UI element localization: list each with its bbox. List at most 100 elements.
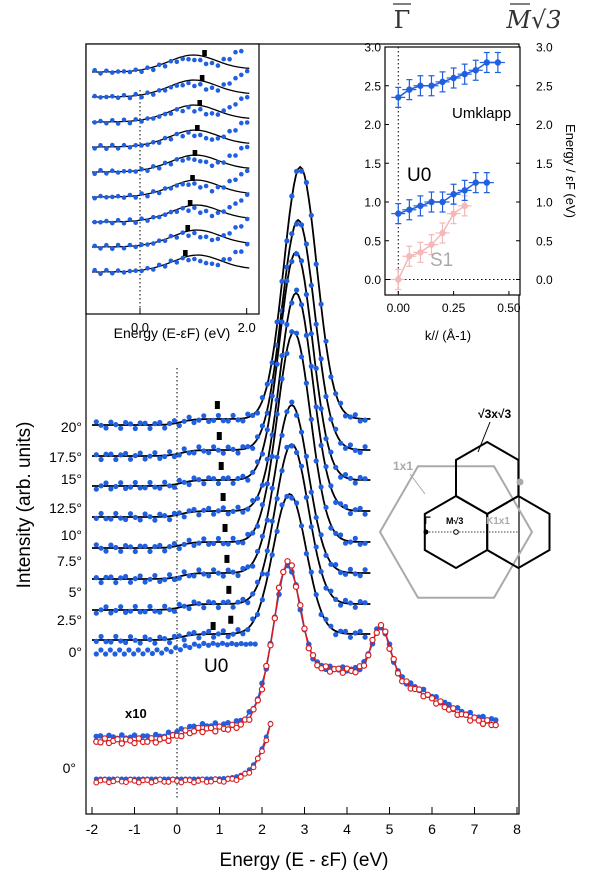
- u0-point: [472, 179, 479, 186]
- data-point: [142, 456, 148, 462]
- data-point: [240, 540, 246, 546]
- data-point: [123, 485, 129, 492]
- x-tick-label: 6: [428, 821, 436, 837]
- inset-data-point: [221, 108, 226, 113]
- brillouin-zone-inset: [378, 421, 551, 599]
- disp-y-tick-label: 3.0: [364, 41, 381, 55]
- data-point: [211, 444, 217, 450]
- data-point: [196, 643, 202, 649]
- data-point: [131, 739, 138, 747]
- data-point: [142, 485, 148, 491]
- data-point: [289, 495, 295, 501]
- data-point: [230, 569, 236, 575]
- inset-data-point: [192, 83, 197, 89]
- data-point: [157, 455, 163, 461]
- inset-data-point: [227, 178, 232, 184]
- data-point: [191, 450, 197, 456]
- inset-data-point: [198, 159, 203, 164]
- data-point: [211, 600, 217, 606]
- inset-data-point: [244, 216, 250, 222]
- inset-data-point: [98, 118, 103, 124]
- data-point: [152, 450, 158, 456]
- data-point: [93, 638, 99, 645]
- data-point: [142, 609, 148, 615]
- data-point: [118, 452, 124, 458]
- data-point: [132, 514, 138, 521]
- inset-data-point: [110, 118, 115, 123]
- data-point: [246, 716, 253, 723]
- data-point: [373, 629, 380, 637]
- inset-data-point: [198, 82, 203, 87]
- data-point: [98, 456, 104, 463]
- data-point: [323, 464, 329, 470]
- data-point: [288, 562, 295, 569]
- data-point: [123, 573, 129, 580]
- inset-data-point: [221, 185, 226, 190]
- data-point: [176, 510, 182, 516]
- data-point: [233, 777, 240, 784]
- data-point: [269, 453, 275, 459]
- inset-data-point: [227, 231, 232, 236]
- data-point: [347, 414, 353, 420]
- data-point: [119, 732, 125, 738]
- inset-data-point: [151, 267, 156, 272]
- inset-data-point: [174, 83, 180, 88]
- data-point: [230, 535, 236, 541]
- data-point: [289, 443, 295, 449]
- inset-data-point: [168, 161, 174, 167]
- data-point: [107, 647, 113, 653]
- inset-data-point: [156, 114, 162, 119]
- data-point: [190, 728, 198, 735]
- disp-y-tick-label-right: 0.0: [536, 273, 553, 287]
- data-point: [225, 567, 231, 573]
- data-point: [369, 636, 376, 644]
- inset-data-point: [168, 58, 174, 64]
- bz-gamma-label: Γ: [424, 515, 431, 527]
- data-point: [220, 599, 226, 605]
- inset-data-point: [151, 92, 156, 97]
- inset-spectra: 0.0 2.0: [92, 48, 256, 335]
- disp-y-label: Energy / εF (eV): [563, 124, 578, 218]
- inset-data-point: [104, 218, 109, 224]
- data-point: [352, 535, 358, 542]
- data-point: [229, 640, 235, 647]
- data-point: [225, 634, 231, 640]
- data-point: [279, 353, 285, 359]
- inset-data-point: [121, 245, 127, 251]
- data-point: [308, 524, 314, 530]
- inset-data-point: [162, 135, 168, 141]
- data-point: [303, 179, 309, 186]
- data-point: [152, 544, 158, 550]
- data-point: [240, 631, 246, 637]
- data-point: [147, 576, 153, 582]
- data-point: [362, 634, 368, 640]
- data-point: [225, 599, 231, 605]
- data-point: [137, 485, 143, 491]
- inset-peak-marker: [195, 125, 200, 131]
- disp-y-tick-label-right: 3.0: [536, 41, 553, 55]
- data-point: [167, 607, 173, 613]
- inset-data-point: [121, 195, 127, 200]
- umklapp-label: Umklapp: [452, 105, 511, 122]
- data-point: [246, 769, 253, 776]
- data-point: [303, 494, 309, 500]
- data-point: [252, 641, 258, 647]
- inset-data-point: [92, 120, 97, 125]
- inset-data-point: [162, 212, 168, 217]
- inset-data-point: [98, 220, 103, 225]
- inset-data-point: [98, 143, 103, 148]
- data-point: [165, 729, 172, 736]
- data-point: [240, 509, 246, 515]
- data-point: [157, 609, 163, 615]
- data-point: [298, 523, 305, 529]
- data-point: [297, 602, 304, 609]
- data-point: [323, 338, 329, 344]
- x-tick-label: 0: [173, 821, 181, 837]
- data-point: [233, 641, 240, 648]
- data-point: [313, 261, 319, 267]
- data-point: [211, 511, 217, 517]
- inset-data-point: [115, 268, 121, 273]
- data-point: [186, 450, 192, 456]
- data-point: [240, 565, 246, 572]
- data-point: [145, 647, 151, 653]
